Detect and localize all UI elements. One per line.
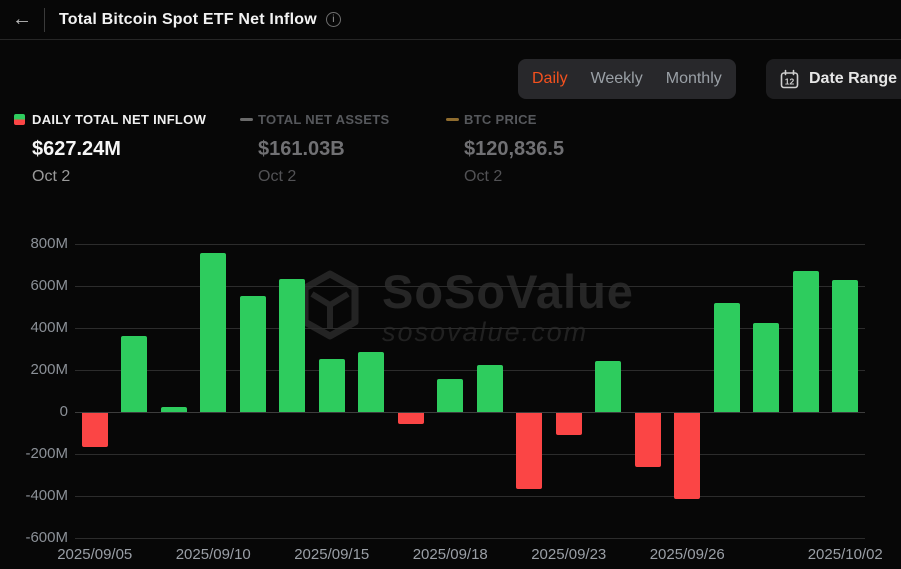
bar[interactable]	[160, 407, 187, 412]
bar[interactable]	[81, 413, 108, 448]
stat-date: Oct 2	[32, 168, 71, 185]
x-tick-label: 2025/09/15	[294, 546, 370, 563]
period-tab-group: Daily Weekly Monthly	[518, 59, 736, 99]
zero-axis-line	[75, 412, 865, 413]
watermark-title: SoSoValue	[382, 265, 634, 318]
legend-item-net-inflow[interactable]: DAILY TOTAL NET INFLOW	[14, 112, 206, 127]
bar[interactable]	[634, 413, 661, 468]
stat-label: BTC PRICE	[464, 112, 537, 127]
btc-price-legend-dash-icon	[446, 118, 459, 121]
back-icon[interactable]: ←	[12, 8, 32, 30]
watermark-subtitle: sosovalue.com	[382, 317, 589, 347]
gridline	[75, 328, 865, 329]
bar[interactable]	[792, 270, 819, 412]
calendar-icon: 12	[779, 69, 800, 90]
bar[interactable]	[832, 280, 859, 412]
controls-row: Daily Weekly Monthly 12 Date Range	[0, 40, 901, 102]
bar[interactable]	[437, 378, 464, 412]
stat-total-net-assets: TOTAL NET ASSETS $161.03B Oct 2	[240, 112, 389, 186]
y-tick-label: 800M	[30, 235, 68, 252]
x-tick-label: 2025/10/02	[807, 546, 883, 563]
stat-btc-price: BTC PRICE $120,836.5 Oct 2	[446, 112, 564, 186]
bar-chart: SoSoValue sosovalue.com 800M 600M 400M 200M…	[0, 230, 901, 569]
y-tick-label: -200M	[25, 445, 68, 462]
legend-item-net-assets[interactable]: TOTAL NET ASSETS	[240, 112, 389, 127]
stats-row: DAILY TOTAL NET INFLOW $627.24M Oct 2 TO…	[0, 102, 901, 212]
bar[interactable]	[555, 413, 582, 435]
y-tick-label: -400M	[25, 487, 68, 504]
bar[interactable]	[279, 279, 306, 412]
date-range-button[interactable]: 12 Date Range	[766, 59, 901, 99]
net-inflow-legend-swatch-icon	[14, 114, 25, 125]
y-tick-label: 200M	[30, 361, 68, 378]
gridline	[75, 370, 865, 371]
bar[interactable]	[239, 295, 266, 412]
bar[interactable]	[200, 253, 227, 412]
stat-value: $120,836.5	[464, 138, 565, 160]
header-bar: ← Total Bitcoin Spot ETF Net Inflow i	[0, 0, 901, 40]
bar[interactable]	[516, 413, 543, 490]
net-assets-legend-dash-icon	[240, 118, 253, 121]
x-tick-label: 2025/09/18	[412, 546, 488, 563]
bar[interactable]	[713, 303, 740, 412]
x-tick-label: 2025/09/05	[57, 546, 133, 563]
stat-daily-net-inflow: DAILY TOTAL NET INFLOW $627.24M Oct 2	[14, 112, 206, 186]
tab-monthly[interactable]: Monthly	[665, 70, 722, 87]
header-divider	[44, 7, 45, 32]
stat-date: Oct 2	[464, 168, 503, 185]
watermark: SoSoValue sosovalue.com	[300, 268, 634, 355]
stat-value: $161.03B	[258, 138, 345, 160]
bar[interactable]	[397, 413, 424, 424]
gridline	[75, 454, 865, 455]
bar[interactable]	[595, 361, 622, 412]
gridline	[75, 286, 865, 287]
stat-label: TOTAL NET ASSETS	[258, 112, 390, 127]
gridline	[75, 496, 865, 497]
bar[interactable]	[476, 365, 503, 412]
bar[interactable]	[753, 322, 780, 412]
svg-text:12: 12	[785, 76, 795, 86]
y-tick-label: 0	[59, 403, 68, 420]
x-tick-label: 2025/09/26	[649, 546, 725, 563]
y-tick-label: -600M	[25, 529, 68, 546]
watermark-logo-icon	[300, 268, 360, 355]
y-tick-label: 400M	[30, 319, 68, 336]
x-tick-label: 2025/09/10	[175, 546, 251, 563]
page-title: Total Bitcoin Spot ETF Net Inflow	[59, 10, 317, 28]
tab-daily[interactable]: Daily	[532, 70, 568, 87]
gridline	[75, 538, 865, 539]
legend-item-btc-price[interactable]: BTC PRICE	[446, 112, 564, 127]
stat-value: $627.24M	[32, 138, 121, 160]
info-icon[interactable]: i	[325, 12, 341, 27]
stat-date: Oct 2	[258, 168, 297, 185]
bar[interactable]	[318, 359, 345, 412]
bar[interactable]	[674, 413, 701, 500]
gridline	[75, 244, 865, 245]
bar[interactable]	[358, 351, 385, 412]
x-tick-label: 2025/09/23	[531, 546, 607, 563]
date-range-label: Date Range	[809, 70, 898, 87]
bar[interactable]	[121, 335, 148, 412]
tab-weekly[interactable]: Weekly	[590, 70, 643, 87]
stat-label: DAILY TOTAL NET INFLOW	[32, 112, 207, 127]
y-tick-label: 600M	[30, 277, 68, 294]
